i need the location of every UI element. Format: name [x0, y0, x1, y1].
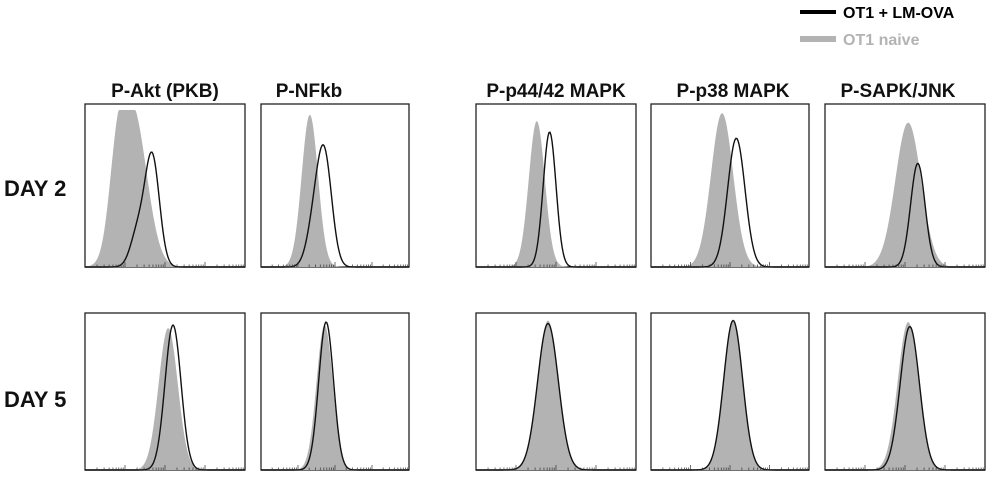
naive-histogram-area — [85, 328, 245, 470]
histogram-panel — [824, 312, 986, 471]
x-axis-ticks — [650, 465, 808, 470]
column-header-p38: P-p38 MAPK — [677, 81, 790, 102]
histogram-panel — [650, 312, 810, 471]
activated-histogram-line — [476, 322, 636, 471]
naive-histogram-area — [825, 122, 985, 267]
x-axis-ticks — [824, 465, 984, 470]
x-axis-ticks — [84, 465, 244, 470]
column-header-p44-42: P-p44/42 MAPK — [486, 81, 626, 102]
histogram-panel — [824, 103, 986, 268]
x-axis-ticks — [824, 262, 984, 267]
column-header-sapk-jnk: P-SAPK/JNK — [840, 81, 955, 102]
activated-histogram-line — [261, 143, 409, 268]
column-header-akt: P-Akt (PKB) — [111, 81, 219, 102]
histogram-panel — [84, 312, 246, 471]
activated-histogram-line — [85, 151, 245, 268]
activated-histogram-line — [476, 131, 636, 268]
x-axis-ticks — [650, 262, 808, 267]
naive-histogram-area — [261, 325, 409, 470]
naive-histogram-area — [85, 110, 245, 267]
legend-label-activated: OT1 + LM-OVA — [843, 5, 955, 22]
activated-histogram-line — [85, 323, 245, 471]
row-header-day2: DAY 2 — [4, 176, 66, 201]
activated-histogram-line — [825, 162, 985, 268]
x-axis-ticks — [260, 262, 408, 267]
naive-histogram-area — [476, 320, 636, 470]
activated-histogram-line — [261, 321, 409, 471]
histogram-panel — [475, 103, 637, 268]
histogram-panel — [260, 103, 410, 268]
legend-label-naive: OT1 naive — [843, 32, 920, 49]
x-axis-ticks — [475, 465, 635, 470]
naive-histogram-area — [651, 322, 809, 470]
naive-histogram-area — [261, 114, 409, 267]
naive-histogram-area — [825, 322, 985, 470]
x-axis-ticks — [84, 262, 244, 267]
histogram-panel — [475, 312, 637, 471]
column-header-nfkb: P-NFkb — [276, 81, 343, 102]
activated-histogram-line — [651, 137, 809, 268]
naive-histogram-area — [651, 113, 809, 267]
x-axis-ticks — [475, 262, 635, 267]
activated-histogram-line — [825, 325, 985, 471]
histogram-panel — [650, 103, 810, 268]
row-header-day5: DAY 5 — [4, 387, 66, 412]
panel-frame — [260, 103, 410, 268]
histogram-panel — [260, 312, 410, 471]
x-axis-ticks — [260, 465, 408, 470]
legend: OT1 + LM-OVA OT1 naive — [800, 5, 955, 49]
activated-histogram-line — [651, 319, 809, 471]
panel-grid — [84, 103, 986, 471]
histogram-panel — [84, 103, 246, 268]
